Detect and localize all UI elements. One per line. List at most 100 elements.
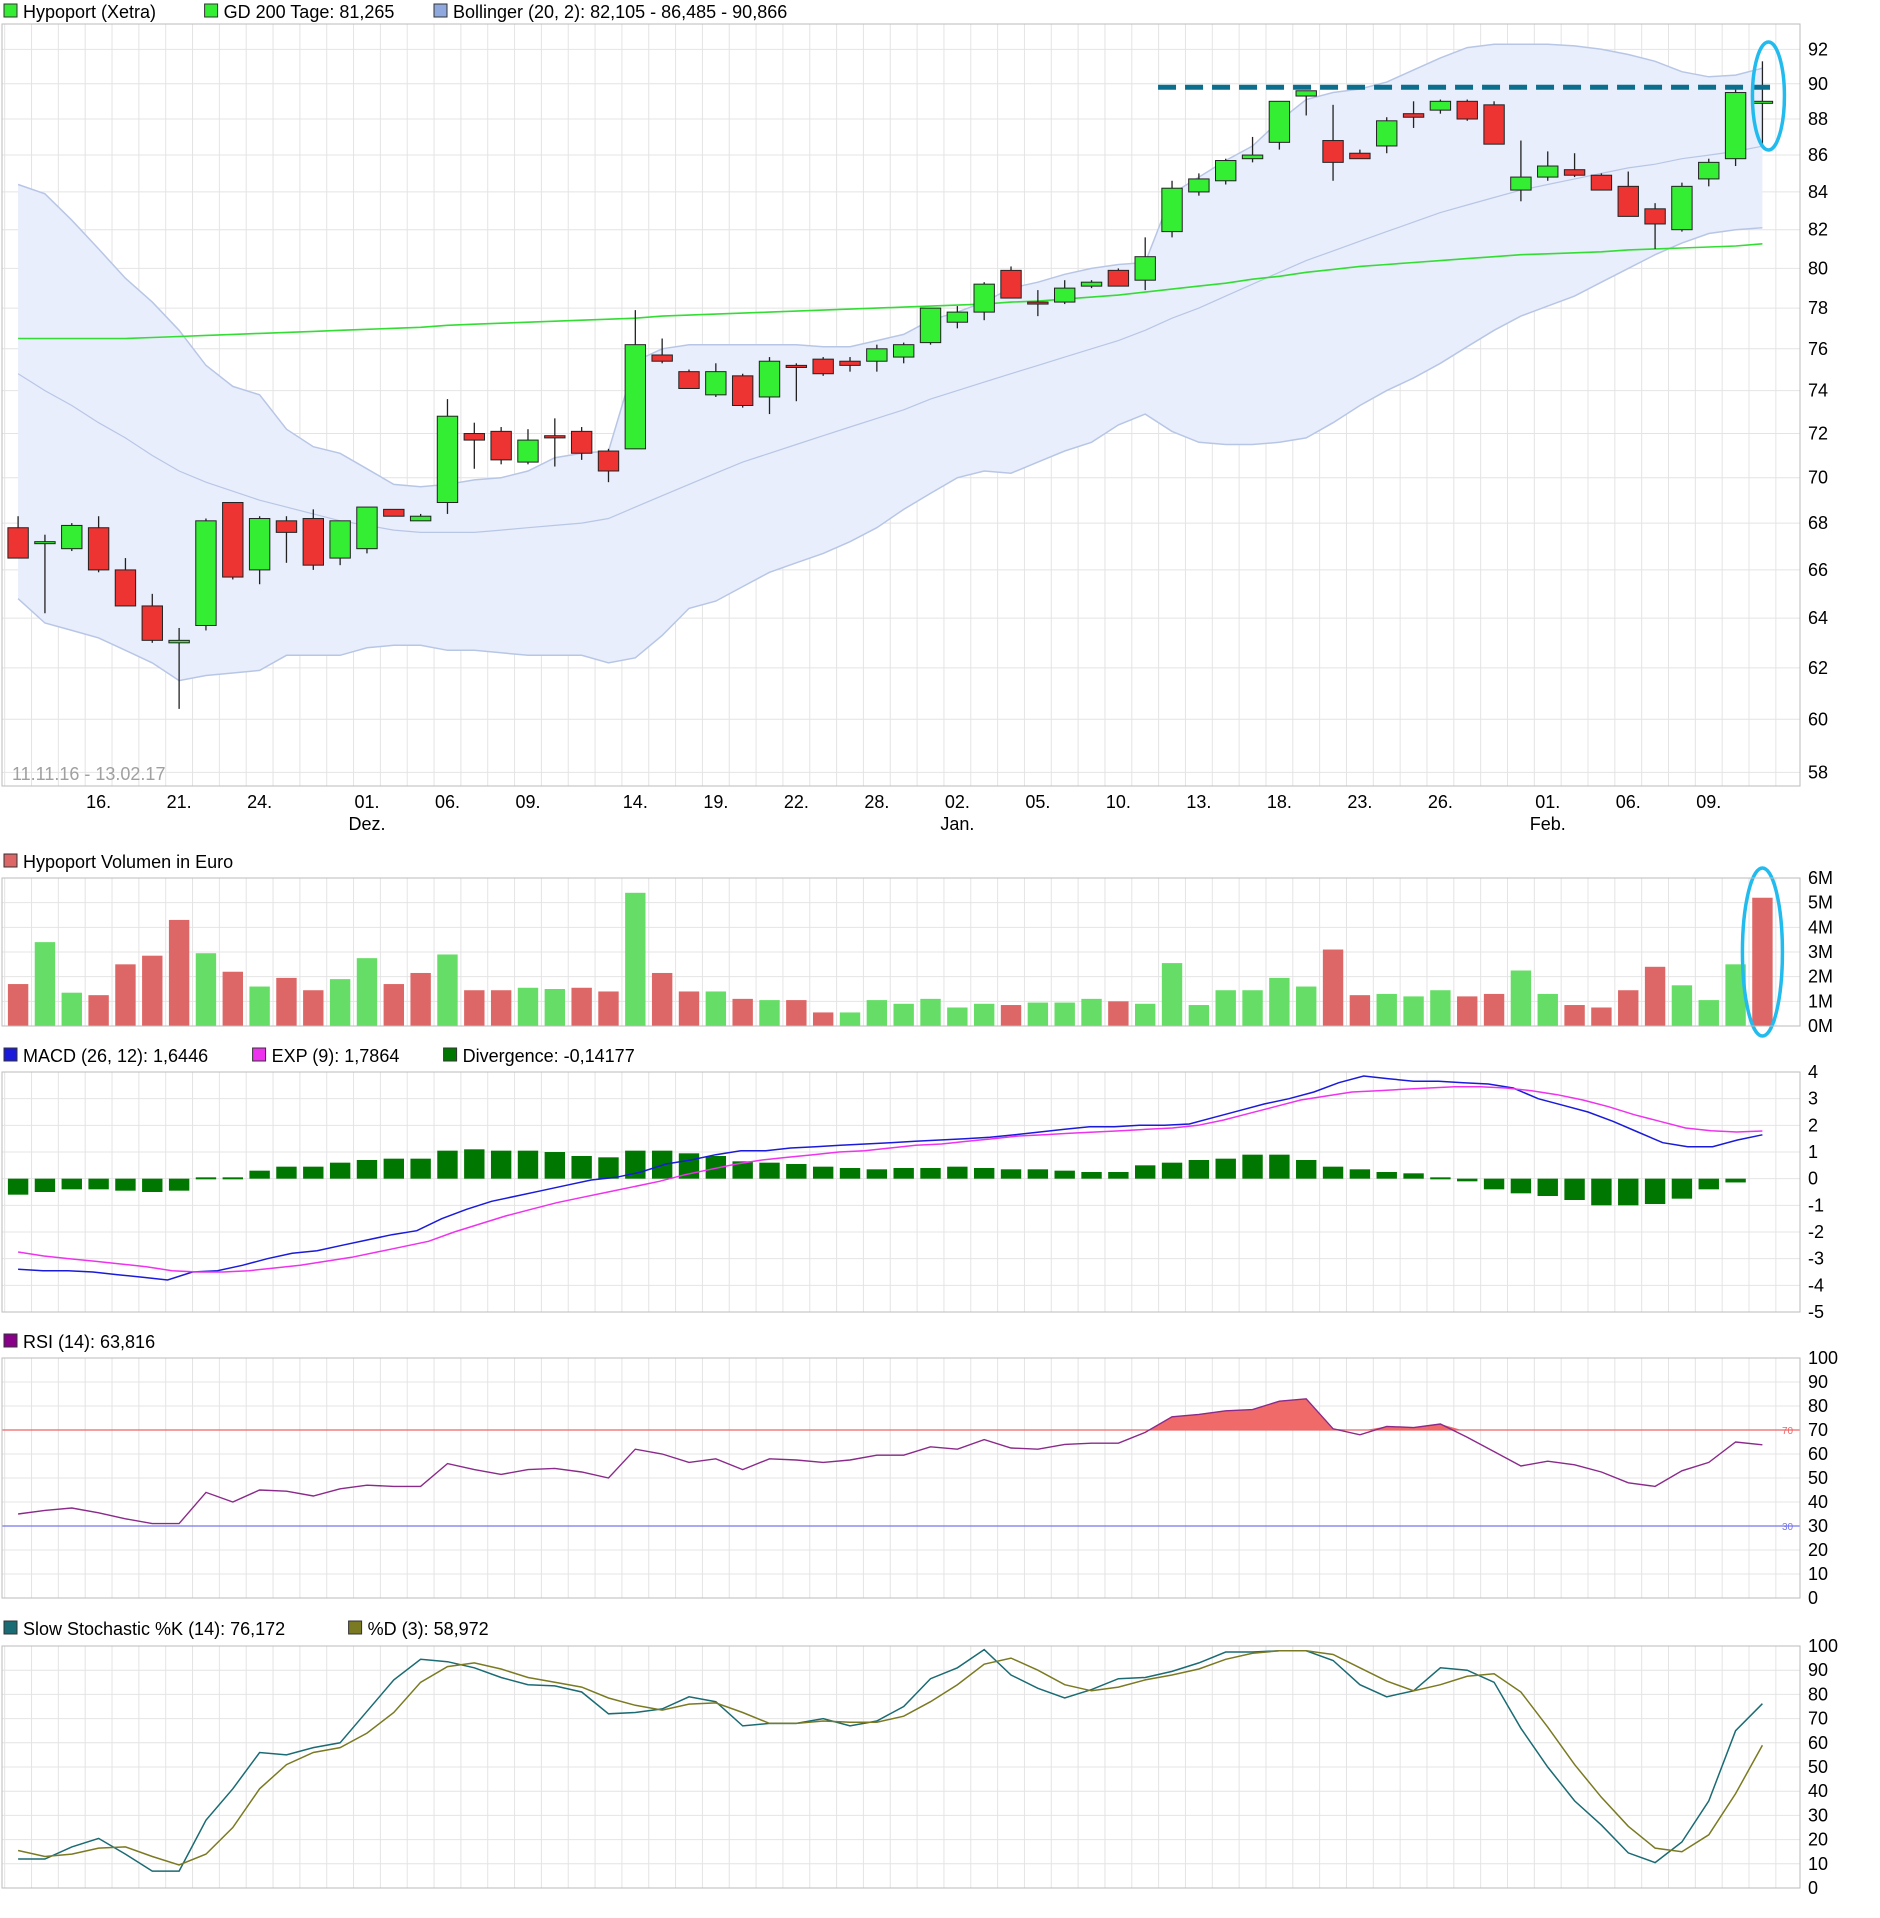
divergence-bar <box>195 1177 217 1180</box>
y-tick-label-price: 66 <box>1808 560 1828 580</box>
y-tick-label-price: 92 <box>1808 39 1828 59</box>
volume-bar <box>1108 1001 1129 1026</box>
candle-body <box>785 364 808 368</box>
x-tick-label: 28. <box>864 792 889 812</box>
rsi-overbought-fill <box>1150 1398 1355 1430</box>
volume-bar <box>893 1003 914 1026</box>
divergence-bar <box>329 1162 351 1179</box>
candle-body <box>1751 100 1774 104</box>
divergence-bar <box>1242 1154 1263 1179</box>
volume-bar <box>1349 995 1371 1026</box>
volume-bar <box>947 1007 968 1026</box>
candle-body <box>302 518 324 566</box>
y-tick-label-price: 84 <box>1808 182 1828 202</box>
y-tick-label-stoch: 10 <box>1808 1854 1828 1874</box>
bollinger-upper-line <box>17 43 1763 488</box>
divergence-bar <box>1510 1178 1532 1194</box>
divergence-bar <box>866 1169 888 1179</box>
highlight-ellipse-volume <box>1740 866 1785 1038</box>
panel-frame-macd <box>1 1071 1801 1313</box>
y-tick-label-price: 88 <box>1808 109 1828 129</box>
divergence-bar <box>1403 1173 1424 1179</box>
candle-body <box>812 358 834 375</box>
volume-bar <box>1403 996 1424 1026</box>
x-tick-label: 26. <box>1428 792 1453 812</box>
macd-line <box>18 1075 1763 1281</box>
divergence-bar <box>7 1178 29 1195</box>
candle-body <box>1563 169 1586 176</box>
candle-body <box>1724 92 1747 160</box>
y-tick-label-price: 68 <box>1808 513 1828 533</box>
candle-body <box>356 506 378 550</box>
legends-layer: Hypoport (Xetra) GD 200 Tage: 81,265 Bolli… <box>3 2 787 1639</box>
candle-body <box>1537 165 1559 178</box>
signal-line <box>17 1085 1763 1273</box>
candle-body <box>1188 178 1210 193</box>
volume-bar <box>571 987 592 1026</box>
volume-bar <box>920 998 941 1026</box>
legend-swatch <box>348 1620 363 1635</box>
rsi-reference-label: 30 <box>1782 1522 1794 1533</box>
divergence-bar <box>1000 1169 1022 1179</box>
volume-bar <box>1376 993 1397 1026</box>
y-tick-label-stoch: 30 <box>1808 1805 1828 1825</box>
volume-bar <box>678 991 700 1026</box>
candle-body <box>1241 154 1264 160</box>
axis-labels: 58 60 62 64 66 68 70 72 74 76 78 80 82 84 86 88 90 92 16. 2… <box>86 39 1838 1898</box>
candle-body <box>222 502 244 578</box>
divergence-bar <box>356 1160 378 1179</box>
divergence-bar <box>1161 1162 1183 1179</box>
x-month-label: Jan. <box>940 814 974 834</box>
divergence-bar <box>1188 1160 1210 1179</box>
candle-body <box>275 520 298 533</box>
divergence-bar <box>1591 1178 1612 1206</box>
volume-bar <box>34 942 56 1026</box>
divergence-bar <box>598 1157 619 1179</box>
volume-bar <box>1644 966 1666 1026</box>
x-tick-label: 16. <box>86 792 111 812</box>
x-tick-label: 23. <box>1347 792 1372 812</box>
y-tick-label-macd: 3 <box>1808 1089 1818 1109</box>
divergence-bar <box>88 1178 109 1190</box>
divergence-bar <box>1349 1169 1371 1179</box>
divergence-bar <box>1108 1172 1129 1179</box>
volume-bar <box>222 971 243 1026</box>
y-tick-label-price: 70 <box>1808 468 1828 488</box>
candle-body <box>517 439 539 463</box>
candle-body <box>651 354 673 362</box>
candle-body <box>168 639 190 644</box>
divergence-bar <box>61 1178 82 1190</box>
y-tick-label-macd: -1 <box>1808 1195 1824 1215</box>
volume-bar <box>705 991 727 1026</box>
candle-body <box>597 450 620 472</box>
divergence-bar <box>1135 1165 1156 1179</box>
legend-label: RSI (14): 63,816 <box>23 1332 155 1352</box>
candle-body <box>61 524 83 550</box>
y-tick-label-stoch: 40 <box>1808 1781 1828 1801</box>
volume-bar <box>732 998 753 1026</box>
volume-bar <box>115 964 136 1026</box>
candle-body <box>1268 100 1291 143</box>
volume-bar <box>839 1012 861 1026</box>
divergence-bar <box>1376 1172 1397 1179</box>
volume-bar <box>1000 1005 1022 1026</box>
candle-body <box>705 371 727 396</box>
candle-body <box>731 375 754 406</box>
volume-bar <box>1483 993 1505 1026</box>
bollinger-band-fill <box>18 44 1763 681</box>
legend-label: Hypoport Volumen in Euro <box>23 852 233 872</box>
candle-body <box>1080 281 1103 287</box>
x-tick-label: 18. <box>1267 792 1292 812</box>
volume-bar <box>61 992 82 1026</box>
candle-body <box>1483 104 1505 145</box>
candle-body <box>570 430 593 454</box>
volume-bar <box>1027 1002 1049 1026</box>
volume-bar <box>625 892 646 1026</box>
volume-bar <box>1296 986 1317 1026</box>
candle-body <box>973 283 995 313</box>
volume-bar <box>1242 990 1263 1026</box>
highlight-ellipse-price <box>1750 40 1787 152</box>
candle-body <box>1107 269 1130 287</box>
divergence-bar <box>249 1170 270 1179</box>
panel-frames <box>1 23 1801 1889</box>
